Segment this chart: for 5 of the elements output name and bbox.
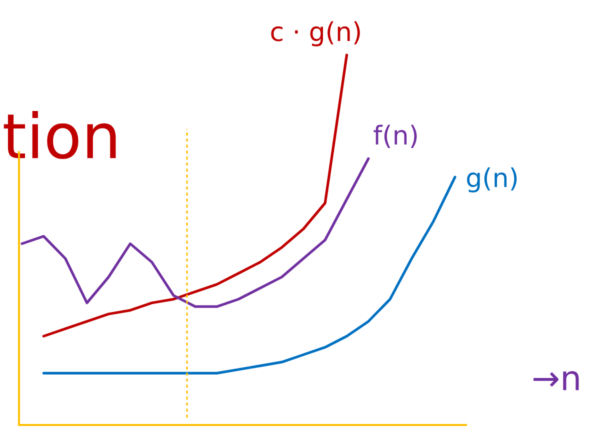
series-label: g(n) bbox=[467, 167, 517, 192]
series-label: f(n) bbox=[374, 124, 417, 148]
text: tion bbox=[4, 111, 116, 159]
series-label: c · g(n) bbox=[271, 21, 360, 46]
x-axis-title: →n bbox=[534, 371, 579, 390]
